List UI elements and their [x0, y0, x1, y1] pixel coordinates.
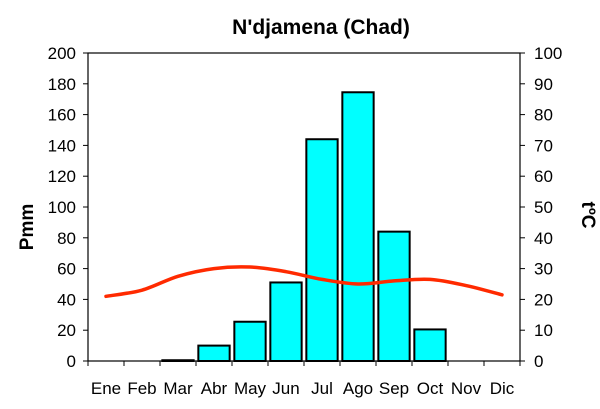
- bar-oct: [413, 328, 447, 362]
- left-tick-label: 0: [67, 352, 76, 371]
- left-tick-label: 120: [48, 167, 76, 186]
- x-tick-label-ago: Ago: [343, 379, 373, 398]
- x-tick-label-jun: Jun: [272, 379, 299, 398]
- bar-jul: [305, 138, 339, 362]
- left-tick-label: 140: [48, 136, 76, 155]
- bar-sep: [377, 230, 411, 362]
- plot-frame: [87, 52, 521, 362]
- x-tick-label-jul: Jul: [311, 379, 333, 398]
- right-tick-label: 100: [534, 44, 562, 63]
- bar-may: [233, 320, 267, 363]
- right-tick-label: 70: [534, 136, 553, 155]
- right-tick-label: 0: [534, 352, 543, 371]
- left-tick-label: 160: [48, 106, 76, 125]
- x-tick-label-abr: Abr: [201, 379, 228, 398]
- left-tick-label: 200: [48, 44, 76, 63]
- right-tick-label: 80: [534, 106, 553, 125]
- x-tick-label-oct: Oct: [417, 379, 444, 398]
- x-tick-label-feb: Feb: [127, 379, 156, 398]
- bar-jun: [269, 281, 303, 362]
- chart-title: N'djamena (Chad): [232, 16, 410, 39]
- x-tick-label-may: May: [234, 379, 267, 398]
- x-tick-label-sep: Sep: [379, 379, 409, 398]
- left-tick-label: 40: [57, 290, 76, 309]
- x-tick-label-ene: Ene: [91, 379, 121, 398]
- x-tick-label-nov: Nov: [451, 379, 482, 398]
- right-tick-label: 60: [534, 167, 553, 186]
- temperature-line: [104, 265, 504, 299]
- right-tick-label: 30: [534, 260, 553, 279]
- bar-abr: [197, 344, 231, 363]
- right-tick-label: 40: [534, 229, 553, 248]
- right-tick-label: 50: [534, 198, 553, 217]
- bar-ago: [341, 91, 375, 363]
- left-tick-label: 180: [48, 75, 76, 94]
- x-tick-label-dic: Dic: [490, 379, 515, 398]
- right-tick-label: 10: [534, 321, 553, 340]
- left-tick-label: 20: [57, 321, 76, 340]
- right-tick-label: 20: [534, 290, 553, 309]
- right-axis-label: tºC: [577, 202, 598, 229]
- x-tick-label-mar: Mar: [163, 379, 193, 398]
- right-tick-label: 90: [534, 75, 553, 94]
- left-tick-label: 100: [48, 198, 76, 217]
- left-tick-label: 60: [57, 260, 76, 279]
- left-tick-label: 80: [57, 229, 76, 248]
- left-axis-label: Pmm: [17, 204, 38, 250]
